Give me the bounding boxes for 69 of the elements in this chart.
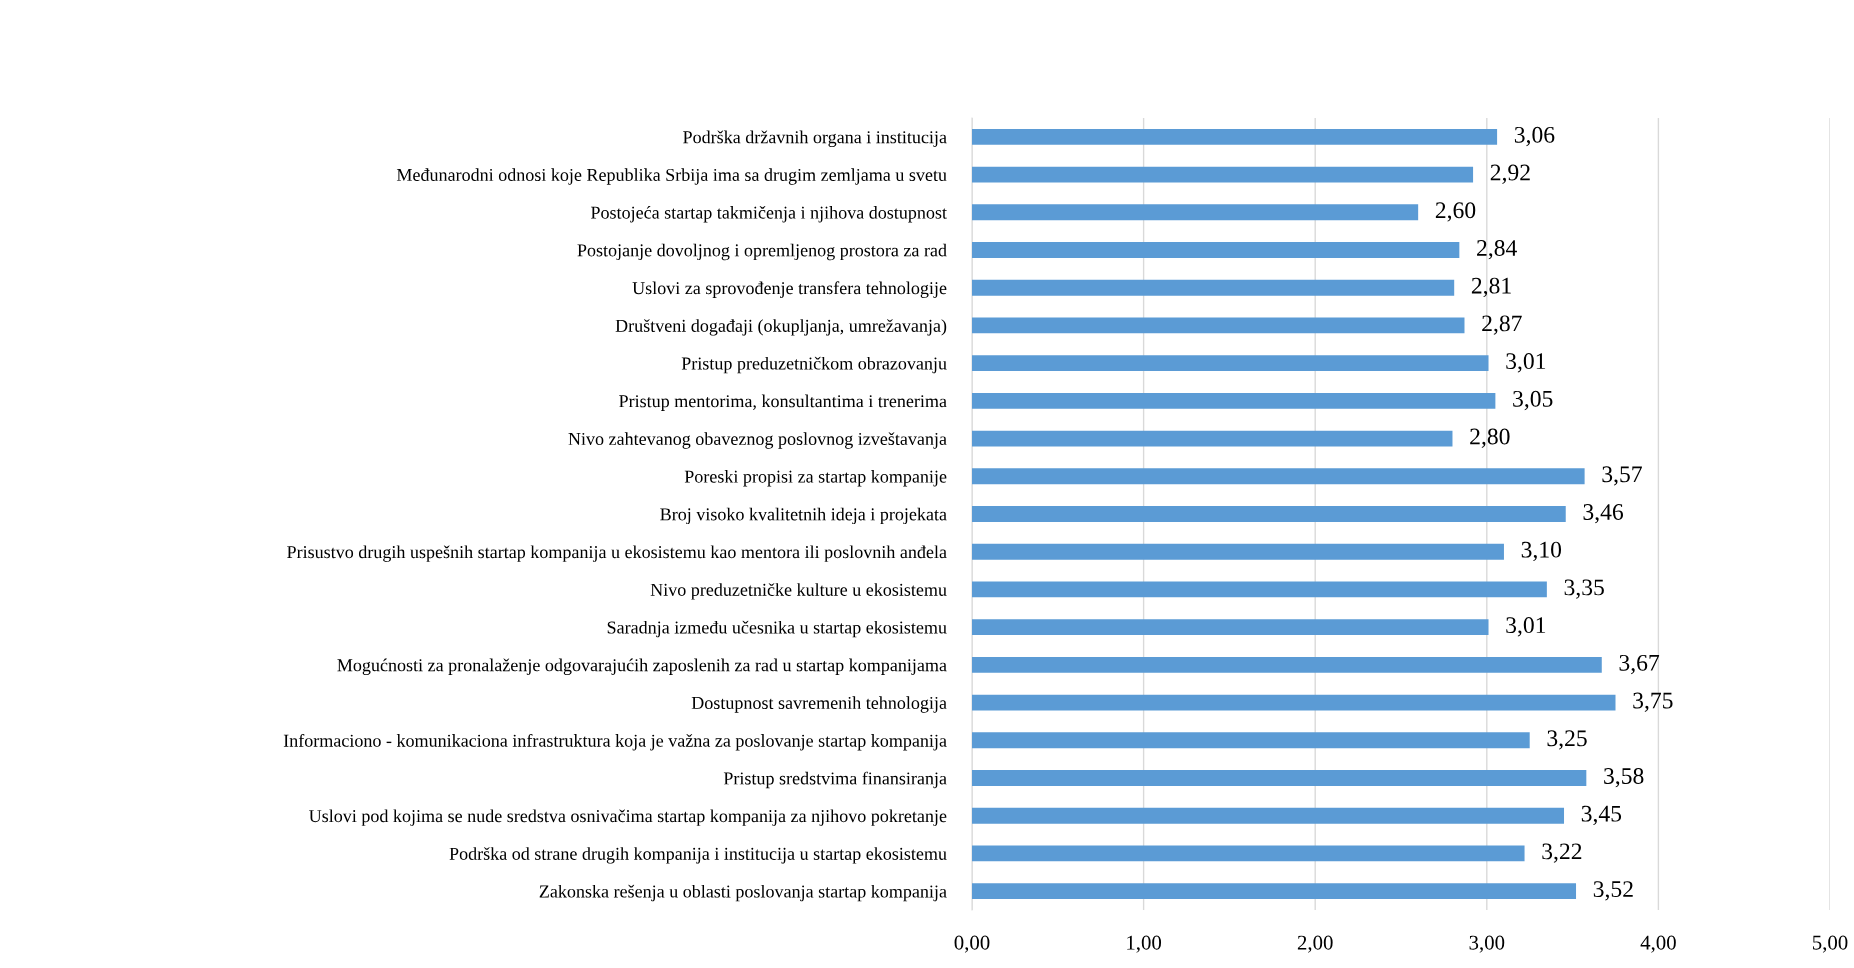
y-tick-label: Uslovi pod kojima se nude sredstva osnivačima startap kompanija za njihovo pokretanje <box>309 809 947 826</box>
data-label: 2,92 <box>1490 164 1530 184</box>
bar <box>972 732 1530 749</box>
y-tick-label: Nivo zahtevanog obaveznog poslovnog izveštavanja <box>568 432 947 449</box>
bar <box>972 468 1585 485</box>
bar <box>972 694 1616 711</box>
y-tick-label: Uslovi za sprovođenje transfera tehnologije <box>632 281 947 298</box>
data-label: 3,05 <box>1513 390 1553 411</box>
data-label: 3,25 <box>1547 730 1587 750</box>
y-tick-label: Dostupnost savremenih tehnologija <box>691 696 947 713</box>
y-tick-label: Mogućnosti za pronalaženje odgovarajućih zaposlenih za rad u startap kompanijama <box>337 658 947 676</box>
x-tick-label: 3,00 <box>1469 935 1505 953</box>
data-label: 3,35 <box>1564 579 1604 599</box>
y-tick-label: Informaciono - komunikaciona infrastruktura koja je važna za poslovanje startap kompanija <box>283 733 947 751</box>
data-label: 2,87 <box>1482 315 1522 335</box>
bar <box>972 317 1465 334</box>
data-label: 2,80 <box>1470 428 1510 448</box>
y-tick-label: Pristup mentorima, konsultantima i trenerima <box>619 394 947 411</box>
data-label: 3,06 <box>1514 126 1555 147</box>
y-tick-label: Saradnja između učesnika u startap ekosistemu <box>607 620 947 638</box>
y-tick-label: Pristup sredstvima finansiranja <box>723 771 947 789</box>
data-label: 3,57 <box>1602 466 1642 486</box>
data-label: 3,67 <box>1619 654 1660 675</box>
y-tick-label: Podrška od strane drugih kompanija i institucija u startap ekosistemu <box>449 847 947 864</box>
data-label: 2,60 <box>1435 202 1476 222</box>
bar <box>972 242 1460 258</box>
bar <box>972 166 1474 183</box>
y-tick-label: Zakonska rešenja u oblasti poslovanja startap kompanija <box>539 884 947 902</box>
data-label: 3,01 <box>1506 617 1546 637</box>
bar <box>972 128 1498 145</box>
bar <box>972 506 1566 522</box>
y-tick-label: Postojanje dovoljnog i opremljenog prostora za rad <box>577 243 947 261</box>
bar <box>972 770 1587 786</box>
bar <box>972 543 1504 560</box>
x-tick-label: 1,00 <box>1127 935 1162 953</box>
bar <box>972 430 1453 447</box>
x-tick-label: 0,00 <box>954 935 990 953</box>
bar <box>972 392 1496 409</box>
data-label: 3,75 <box>1633 692 1673 712</box>
bar <box>972 581 1547 598</box>
x-tick-label: 4,00 <box>1640 935 1676 953</box>
bar <box>972 807 1565 824</box>
y-tick-label: Poreski propisi za startap kompanije <box>684 470 947 487</box>
data-label: 2,84 <box>1477 239 1517 260</box>
data-label: 3,45 <box>1581 805 1622 826</box>
y-tick-label: Pristup preduzetničkom obrazovanju <box>681 356 947 374</box>
data-label: 3,22 <box>1542 843 1582 863</box>
data-label: 3,58 <box>1604 767 1644 788</box>
y-tick-label: Broj visoko kvalitetnih ideja i projekata <box>660 507 947 525</box>
data-label: 3,01 <box>1506 353 1546 373</box>
y-tick-label: Nivo preduzetničke kulture u ekosistemu <box>650 583 947 600</box>
bar <box>972 355 1489 372</box>
bar <box>972 204 1419 221</box>
y-tick-label: Podrška državnih organa i institucija <box>683 130 947 148</box>
x-tick-label: 5,00 <box>1812 935 1848 953</box>
bar <box>972 656 1602 673</box>
bar <box>972 845 1525 862</box>
y-tick-label: Postojeća startap takmičenja i njihova dostupnost <box>590 206 947 223</box>
data-label: 3,52 <box>1593 881 1633 901</box>
bar <box>972 279 1455 296</box>
data-label: 3,46 <box>1583 504 1624 524</box>
y-tick-label: Društveni događaji (okupljanja, umrežavanja) <box>615 319 947 336</box>
y-tick-label: Međunarodni odnosi koje Republika Srbija ima sa drugim zemljama u svetu <box>396 168 947 185</box>
bar <box>972 883 1577 900</box>
data-label: 2,81 <box>1471 277 1511 298</box>
bar <box>972 619 1489 636</box>
data-label: 3,10 <box>1521 541 1562 562</box>
x-tick-label: 2,00 <box>1297 935 1333 953</box>
y-tick-label: Prisustvo drugih uspešnih startap kompanija u ekosistemu kao mentora ili poslovnih anđela <box>287 545 947 562</box>
